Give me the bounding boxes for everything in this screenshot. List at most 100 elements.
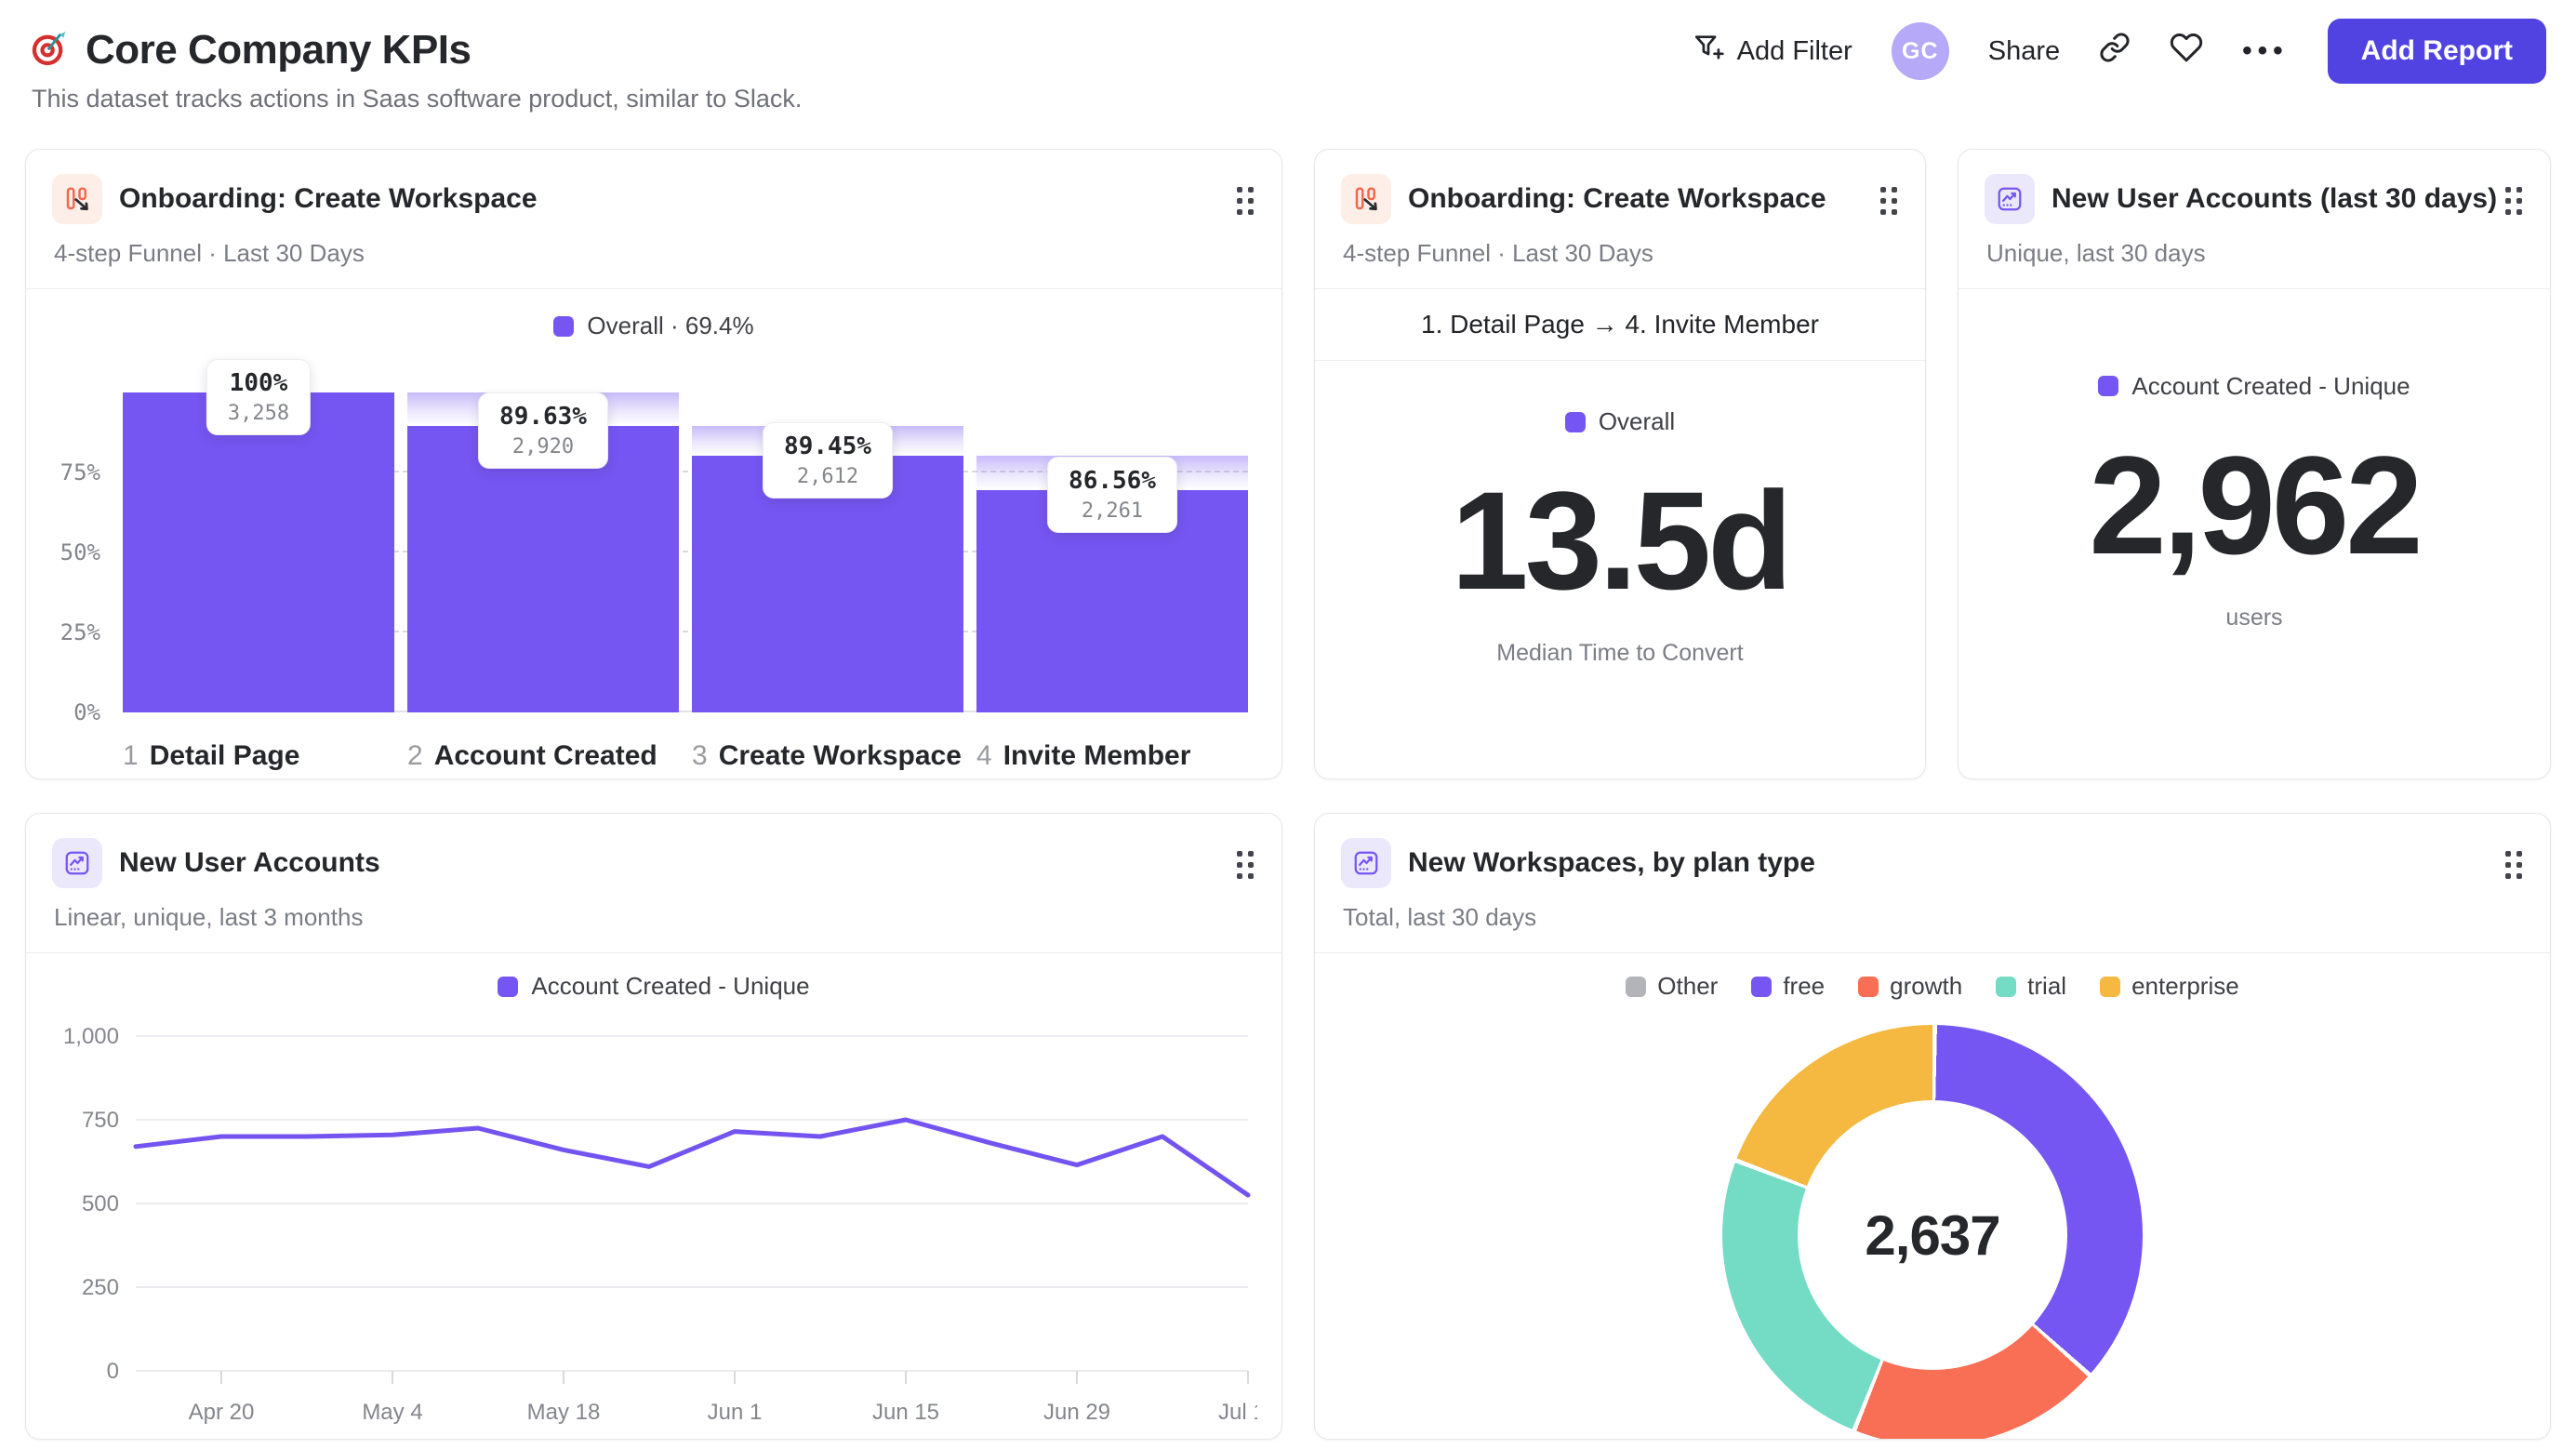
avatar[interactable]: GC <box>1891 22 1949 80</box>
line-chart: 0 250 500 750 1,000 Apr 20 May 4 May 18 Jun 1 Jun… <box>63 1024 1257 1425</box>
divider <box>1315 288 1925 289</box>
legend-swatch <box>2098 376 2119 396</box>
funnel-chart: Overall · 69.4% 75% 50% 25% 0% 100% 3,258 89.6… <box>26 289 1281 778</box>
card-title[interactable]: New User Accounts (last 30 days) <box>2052 183 2498 214</box>
line-chart-icon <box>1341 838 1391 888</box>
legend-label: trial <box>2027 972 2067 1000</box>
funnel-bar[interactable]: 86.56% 2,261 <box>976 392 1248 712</box>
card-title[interactable]: New Workspaces, by plan type <box>1408 847 1815 878</box>
add-filter-button[interactable]: Add Filter <box>1693 32 1852 71</box>
card-median-time-to-convert: Onboarding: Create Workspace 4-step Funn… <box>1314 149 1926 779</box>
legend-item[interactable]: free <box>1751 972 1825 1001</box>
funnel-bar[interactable]: 89.63% 2,920 <box>407 392 679 712</box>
legend-swatch <box>2100 976 2121 997</box>
funnel-x-labels: 1 Detail Page 2 Account Created 3 Create Work… <box>123 740 1248 772</box>
drag-handle[interactable] <box>2505 851 2522 879</box>
page-subtitle: This dataset tracks actions in Saas soft… <box>32 85 803 113</box>
legend-item[interactable]: Other <box>1626 972 1718 1001</box>
donut-center-value: 2,637 <box>1865 1203 2000 1267</box>
target-icon <box>28 26 71 73</box>
svg-text:250: 250 <box>82 1275 119 1300</box>
funnel-chart-icon <box>1341 174 1391 224</box>
dashboard-grid: Onboarding: Create Workspace 4-step Funn… <box>25 149 2551 1440</box>
legend-item[interactable]: trial <box>1996 972 2066 1001</box>
card-new-user-accounts-trend: New User Accounts Linear, unique, last 3… <box>25 813 1282 1440</box>
legend-item[interactable]: enterprise <box>2100 972 2239 1001</box>
card-onboarding-funnel: Onboarding: Create Workspace 4-step Funn… <box>25 149 1282 779</box>
gridline <box>123 631 1248 632</box>
chart-legend[interactable]: Overall · 69.4% <box>60 312 1248 340</box>
svg-text:Apr 20: Apr 20 <box>189 1400 255 1425</box>
donut-chart[interactable]: 2,637 <box>1722 1025 2143 1439</box>
chart-legend[interactable]: Overall <box>1564 407 1675 436</box>
donut-hole: 2,637 <box>1798 1100 2067 1370</box>
svg-text:750: 750 <box>82 1108 119 1133</box>
page-header: Core Company KPIs This dataset tracks ac… <box>0 0 2576 113</box>
funnel-bar-label: 89.63% 2,920 <box>478 392 608 469</box>
card-title[interactable]: New User Accounts <box>119 847 380 878</box>
metric-caption: Median Time to Convert <box>1496 640 1744 666</box>
card-title[interactable]: Onboarding: Create Workspace <box>1408 183 1826 214</box>
funnel-step-label: 4 Invite Member <box>976 740 1191 771</box>
funnel-bar-label: 89.45% 2,612 <box>763 422 893 499</box>
card-new-user-accounts-30d: New User Accounts (last 30 days) Unique,… <box>1958 149 2551 779</box>
svg-text:1,000: 1,000 <box>63 1024 119 1049</box>
favorite-button[interactable] <box>2170 31 2203 72</box>
funnel-step-label: 1 Detail Page <box>123 740 300 771</box>
metric-content: Overall 13.5d Median Time to Convert <box>1315 361 1925 778</box>
card-title[interactable]: Onboarding: Create Workspace <box>119 183 538 214</box>
drag-handle[interactable] <box>1237 187 1254 215</box>
drag-handle[interactable] <box>1880 187 1897 215</box>
legend-label: Overall · 69.4% <box>587 312 754 339</box>
card-subtitle: Total, last 30 days <box>1343 903 1537 931</box>
funnel-bar-label: 86.56% 2,261 <box>1047 457 1177 534</box>
more-options-button[interactable]: ••• <box>2242 35 2289 66</box>
metric-value: 2,962 <box>2089 426 2423 583</box>
drag-handle[interactable] <box>1237 851 1254 879</box>
link-icon <box>2099 32 2131 71</box>
svg-text:Jun 29: Jun 29 <box>1043 1400 1110 1425</box>
drag-handle[interactable] <box>2505 187 2522 215</box>
add-report-button[interactable]: Add Report <box>2327 19 2546 84</box>
legend-swatch <box>498 976 519 997</box>
metric-caption: users <box>2225 604 2283 631</box>
funnel-bar-label: 100% 3,258 <box>206 359 312 435</box>
card-subtitle: 4-step Funnel · Last 30 Days <box>54 239 365 267</box>
divider <box>1959 288 2550 289</box>
metric-value: 13.5d <box>1451 462 1793 618</box>
metric-content: Account Created - Unique 2,962 users <box>1959 289 2550 778</box>
svg-text:May 4: May 4 <box>362 1400 422 1425</box>
x-axis-line <box>123 711 1248 712</box>
legend-swatch <box>1858 976 1879 997</box>
funnel-bar[interactable]: 89.45% 2,612 <box>692 392 963 712</box>
funnel-step-label: 3 Create Workspace <box>692 740 962 771</box>
svg-text:Jun 15: Jun 15 <box>872 1400 939 1425</box>
funnel-bar-fill <box>123 392 394 712</box>
chart-legend[interactable]: Account Created - Unique <box>50 972 1257 1001</box>
chart-legend[interactable]: Account Created - Unique <box>2098 372 2410 401</box>
y-axis-tick-label: 0% <box>73 699 100 725</box>
card-subtitle: 4-step Funnel · Last 30 Days <box>1343 239 1653 267</box>
divider <box>26 288 1281 289</box>
funnel-step-range: 1. Detail Page → 4. Invite Member <box>1421 310 1819 339</box>
donut-chart-area: Other free growth trial enterprise 2,637 <box>1315 953 2550 1439</box>
legend-swatch <box>1751 976 1773 997</box>
y-axis-tick-label: 75% <box>60 459 100 485</box>
funnel-bar[interactable]: 100% 3,258 <box>123 359 394 712</box>
legend-item[interactable]: growth <box>1858 972 1962 1001</box>
donut-legend: Other free growth trial enterprise <box>1626 972 2239 1001</box>
funnel-step-label: 2 Account Created <box>407 740 657 771</box>
legend-label: Account Created - Unique <box>2131 371 2410 400</box>
svg-text:0: 0 <box>107 1359 119 1384</box>
funnel-plot: 75% 50% 25% 0% 100% 3,258 89.63% 2,920 89.45% 2,6… <box>60 359 1248 725</box>
legend-label: Other <box>1657 972 1719 1000</box>
share-button[interactable]: Share <box>1987 35 2061 66</box>
svg-text:Jul 13: Jul 13 <box>1218 1400 1257 1425</box>
heart-icon <box>2170 31 2203 72</box>
line-chart-area: Account Created - Unique 0 250 500 750 1,000… <box>26 953 1281 1439</box>
copy-link-button[interactable] <box>2099 32 2131 71</box>
svg-text:500: 500 <box>82 1191 119 1216</box>
filter-plus-icon <box>1693 32 1724 71</box>
gridline <box>123 551 1248 552</box>
divider <box>1315 360 1925 361</box>
